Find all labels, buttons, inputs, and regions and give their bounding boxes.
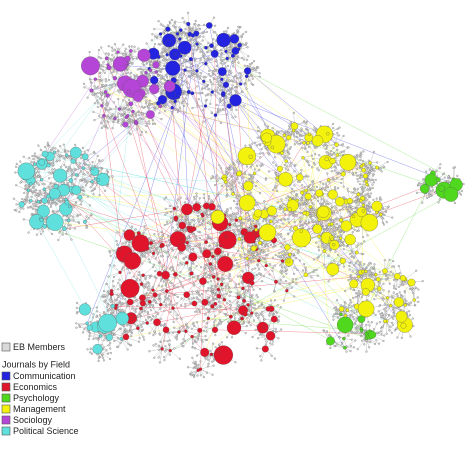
edge <box>200 63 206 77</box>
edge <box>178 97 181 108</box>
edge <box>160 25 168 35</box>
edge <box>66 220 69 235</box>
edge <box>105 109 116 119</box>
edge <box>295 157 304 166</box>
edge <box>196 60 201 71</box>
edge <box>99 105 102 117</box>
edge <box>171 94 183 226</box>
edge <box>160 106 173 113</box>
edge <box>210 92 213 104</box>
edge <box>361 192 426 320</box>
edge <box>172 67 309 144</box>
edge <box>192 105 206 109</box>
edge <box>170 345 183 351</box>
edge <box>136 122 147 133</box>
edge <box>63 189 385 272</box>
edge <box>152 277 157 291</box>
edge <box>212 78 215 93</box>
edge <box>87 97 179 324</box>
edge <box>92 155 98 169</box>
edge <box>175 69 186 78</box>
edge <box>154 48 239 81</box>
edge <box>180 58 191 65</box>
edge <box>192 44 198 55</box>
edge <box>68 220 80 224</box>
edge <box>246 76 260 77</box>
edge <box>114 117 127 121</box>
edge <box>118 99 120 110</box>
edge <box>105 118 116 127</box>
edge <box>101 105 113 115</box>
edge <box>54 152 60 161</box>
edge <box>34 164 41 177</box>
edge <box>101 47 107 59</box>
edge <box>212 91 221 99</box>
edge <box>211 343 214 355</box>
edge <box>164 199 175 209</box>
edge <box>170 350 180 359</box>
edge <box>186 66 197 72</box>
edge <box>94 86 106 93</box>
edge <box>202 88 213 93</box>
edge <box>60 146 67 156</box>
edge <box>104 95 108 109</box>
edge <box>263 276 277 282</box>
edge <box>205 105 219 110</box>
edge <box>75 168 84 180</box>
edge <box>23 156 36 165</box>
edge <box>293 130 296 145</box>
edge <box>122 66 235 328</box>
edge <box>189 34 227 237</box>
edge <box>200 205 207 370</box>
edge <box>104 118 116 122</box>
edge <box>140 307 154 309</box>
edge <box>218 278 228 285</box>
edge <box>143 266 154 276</box>
edge <box>370 151 375 163</box>
edge <box>209 263 211 275</box>
edge <box>215 114 228 116</box>
edge <box>94 115 104 121</box>
edge <box>47 142 55 153</box>
edge <box>126 65 135 76</box>
edge <box>93 111 104 116</box>
edge <box>44 79 96 155</box>
edge <box>307 140 318 197</box>
edge <box>167 30 181 35</box>
edge <box>64 177 244 311</box>
edge <box>233 98 457 185</box>
edge <box>172 308 174 322</box>
edge <box>238 49 249 57</box>
edge <box>60 155 67 167</box>
edge <box>205 63 214 75</box>
edge <box>238 49 248 60</box>
edge <box>212 81 220 93</box>
edge <box>154 88 380 289</box>
edge <box>60 220 69 231</box>
edge <box>73 160 308 214</box>
edge <box>221 72 232 80</box>
edge <box>254 173 267 180</box>
edge <box>258 260 266 270</box>
edge <box>237 76 247 85</box>
edge <box>172 308 182 320</box>
